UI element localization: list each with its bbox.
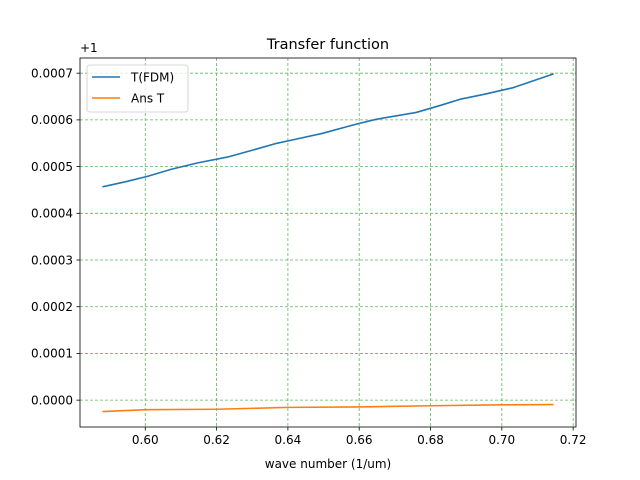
legend: T(FDM) Ans T — [86, 64, 189, 113]
y-tick-label: 0.0001 — [31, 347, 73, 361]
y-tick-label: 0.0007 — [31, 66, 73, 80]
y-tick-label: 0.0006 — [31, 113, 73, 127]
x-tick-label: 0.64 — [275, 433, 302, 447]
x-tick-label: 0.60 — [132, 433, 159, 447]
y-tick-label: 0.0003 — [31, 253, 73, 267]
x-tick-label: 0.68 — [417, 433, 444, 447]
series-line-0 — [102, 73, 554, 188]
y-tick-label: 0.0002 — [31, 300, 73, 314]
y-tick-label: 0.0005 — [31, 160, 73, 174]
plot-lines — [102, 73, 554, 413]
x-axis-label: wave number (1/um) — [265, 457, 391, 471]
plot-frame — [79, 57, 577, 428]
chart-title: Transfer function — [266, 37, 389, 53]
y-tick-label: 0.0004 — [31, 207, 73, 221]
y-tick-label: 0.0000 — [31, 393, 73, 407]
series-line-1 — [102, 403, 554, 413]
x-tick-label: 0.62 — [203, 433, 230, 447]
x-tick-label: 0.66 — [346, 433, 373, 447]
x-tick-label: 0.72 — [560, 433, 587, 447]
axis-ticks: 0.60 0.62 0.64 0.66 0.68 0.70 0.72 0.0000 0.0001… — [31, 66, 587, 447]
x-tick-label: 0.70 — [488, 433, 515, 447]
legend-label-1: Ans T — [131, 91, 165, 105]
legend-label-0: T(FDM) — [130, 70, 174, 84]
y-axis-offset-label: +1 — [80, 41, 98, 55]
